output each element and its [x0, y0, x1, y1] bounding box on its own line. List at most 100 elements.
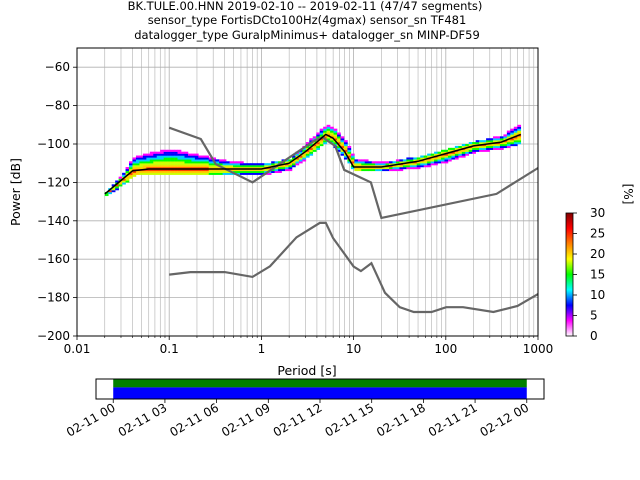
psd-probability-band [104, 124, 522, 197]
psd-cell [305, 149, 310, 152]
psd-cell [177, 151, 182, 154]
psd-cell [506, 140, 511, 143]
psd-cell [465, 153, 470, 156]
psd-cell [288, 167, 293, 170]
psd-cell [510, 142, 515, 145]
psd-cell [434, 163, 438, 166]
psd-cell [250, 170, 255, 173]
psd-cell [510, 130, 515, 133]
psd-cell [212, 168, 216, 172]
psd-cell [486, 142, 490, 145]
psd-cell [250, 172, 255, 175]
psd-cell [368, 165, 372, 168]
psd-cell [357, 159, 362, 162]
psd-cell [212, 165, 216, 168]
psd-cell [513, 128, 518, 131]
psd-cell [423, 163, 428, 166]
psd-cell [156, 159, 161, 162]
psd-cell [382, 161, 386, 164]
psd-cell [402, 159, 407, 162]
plot-grid [76, 48, 538, 337]
psd-cell [264, 165, 268, 168]
psd-cell [399, 161, 404, 164]
psd-cell [493, 140, 497, 143]
psd-cell [236, 161, 241, 164]
psd-cell [139, 165, 144, 168]
psd-cell [198, 170, 203, 173]
psd-cell [160, 168, 164, 172]
psd-cell [153, 151, 158, 154]
psd-cell [219, 168, 223, 172]
psd-cell [406, 159, 411, 162]
psd-cell [139, 161, 144, 164]
psd-cell [517, 136, 522, 139]
psd-cell [122, 178, 126, 181]
psd-cell [205, 170, 210, 173]
psd-cell [239, 165, 244, 168]
psd-cell [347, 161, 352, 164]
psd-cell [472, 142, 476, 145]
psd-cell [427, 155, 431, 158]
psd-cell [434, 161, 438, 164]
psd-cell [281, 168, 286, 172]
psd-cell [132, 159, 137, 162]
timeline-tick-label: 02-12 00 [478, 400, 532, 439]
psd-cell [177, 172, 182, 175]
psd-cell [149, 151, 154, 154]
psd-cell [323, 140, 327, 143]
chart-title-line-3: datalogger_type GuralpMinimus+ datalogge… [134, 28, 480, 42]
psd-cell [468, 149, 473, 152]
psd-cell [510, 140, 515, 143]
psd-cell [281, 167, 286, 170]
psd-cell [229, 165, 234, 168]
psd-cell [212, 163, 216, 166]
noise-model-lines [168, 126, 539, 314]
psd-cell [219, 159, 223, 162]
psd-cell [253, 165, 258, 168]
psd-cell [174, 155, 178, 158]
psd-cell [122, 174, 126, 177]
psd-cell [198, 161, 203, 164]
psd-cell [319, 132, 324, 135]
psd-cell [174, 165, 178, 168]
psd-cell [208, 168, 213, 172]
psd-cell [323, 128, 327, 131]
psd-cell [226, 161, 230, 164]
psd-cell [201, 165, 206, 168]
psd-cell [132, 174, 137, 177]
psd-cell [312, 144, 317, 147]
psd-cell [319, 128, 324, 131]
x-tick-label: 1000 [523, 342, 554, 356]
psd-cell [330, 140, 334, 143]
psd-cell [357, 163, 362, 166]
psd-cell [191, 167, 196, 170]
psd-cell [267, 163, 272, 166]
psd-cell [181, 161, 185, 164]
psd-cell [125, 176, 130, 179]
psd-cell [517, 130, 522, 133]
psd-cell [309, 151, 314, 154]
psd-cell [430, 153, 435, 156]
psd-cell [187, 167, 192, 170]
psd-cell [392, 161, 397, 164]
psd-cell [115, 186, 119, 189]
psd-cell [167, 170, 171, 173]
psd-cell [181, 168, 185, 172]
psd-cell [281, 165, 286, 168]
psd-cell [291, 161, 296, 164]
psd-cell [181, 157, 185, 160]
psd-cell [135, 172, 140, 175]
psd-cell [215, 167, 220, 170]
psd-cell [340, 140, 345, 143]
psd-cell [302, 149, 307, 152]
psd-cell [479, 147, 483, 150]
psd-cell [378, 165, 383, 168]
psd-cell [174, 167, 178, 170]
psd-cell [146, 159, 151, 162]
psd-cell [246, 172, 251, 175]
psd-cell [146, 155, 151, 158]
psd-cell [350, 155, 355, 158]
psd-cell [361, 159, 366, 162]
psd-cell [409, 165, 414, 168]
psd-cell [416, 167, 421, 170]
